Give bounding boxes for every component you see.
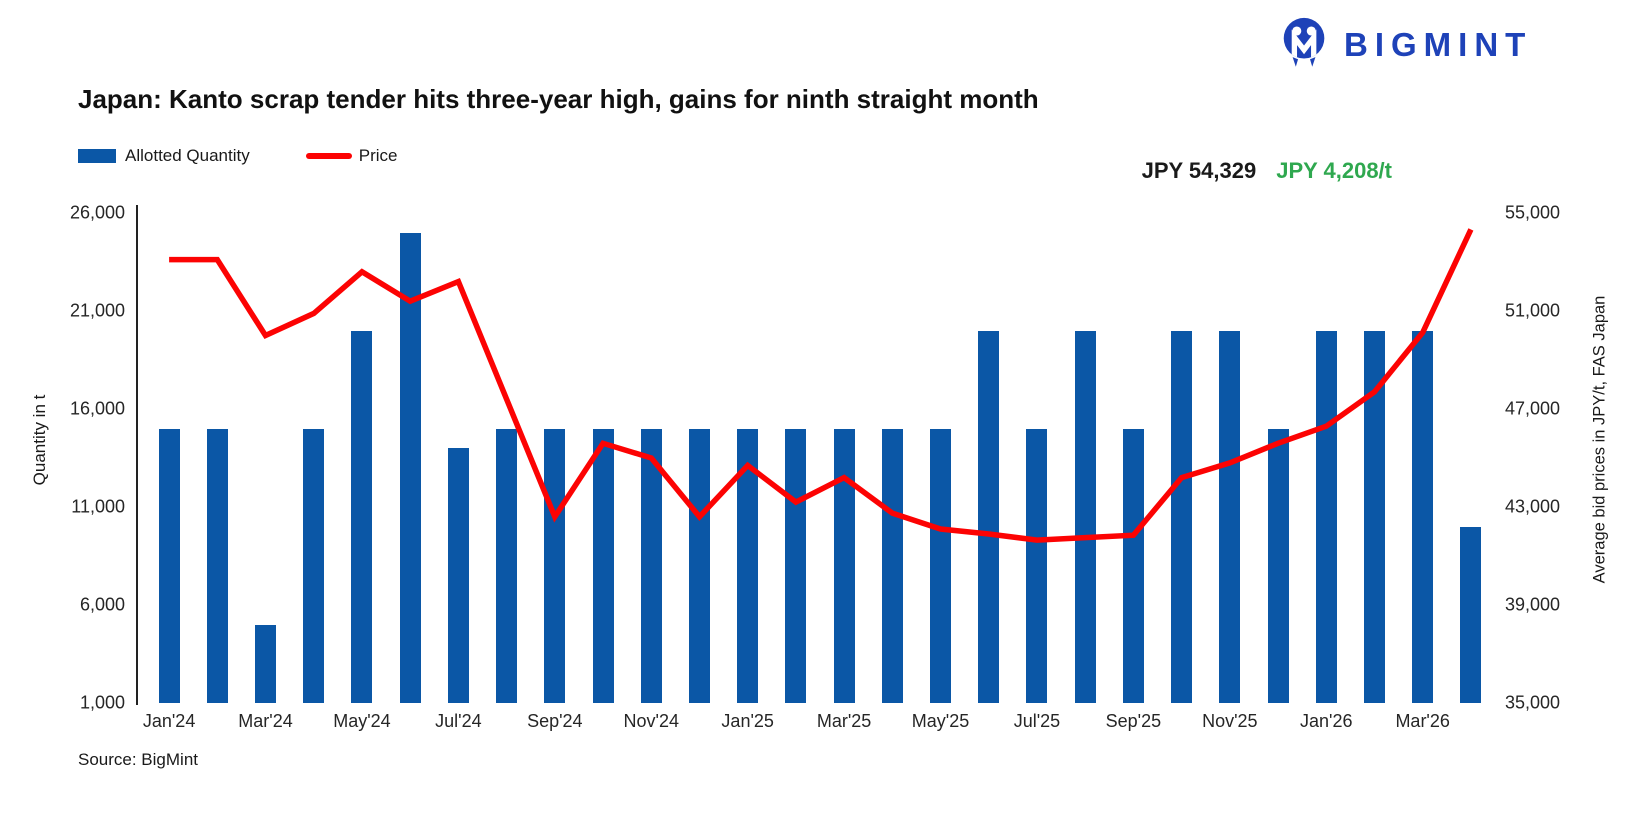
left-axis-title: Quantity in t	[30, 394, 49, 486]
legend-line-swatch	[305, 153, 352, 159]
quantity-bar	[1363, 330, 1385, 703]
left-axis-tick: 6,000	[79, 594, 125, 615]
right-axis-title: Average bid prices in JPY/t, FAS Japan	[1590, 295, 1609, 584]
quantity-bar	[1412, 330, 1434, 703]
x-axis-tick: Mar'26	[1395, 711, 1450, 731]
quantity-bar	[1026, 428, 1048, 703]
quantity-bar	[158, 428, 180, 703]
x-axis-tick: Jul'24	[435, 711, 482, 731]
quantity-bar	[303, 428, 325, 703]
quantity-bar	[881, 428, 903, 703]
quantity-bar	[640, 428, 662, 703]
x-axis-tick: Jan'25	[721, 711, 774, 731]
bigmint-logo-icon	[1278, 16, 1332, 74]
right-axis-tick: 55,000	[1505, 202, 1561, 223]
quantity-bar	[496, 428, 518, 703]
right-axis-tick: 47,000	[1505, 398, 1561, 419]
quantity-bar	[592, 428, 614, 703]
left-axis-tick: 11,000	[71, 496, 125, 517]
quantity-bar	[1122, 428, 1144, 703]
quantity-bar	[351, 330, 373, 703]
x-axis-tick: Nov'25	[1202, 711, 1258, 731]
x-axis-tick: Mar'24	[238, 711, 293, 731]
legend-bar-swatch	[78, 149, 116, 163]
quantity-bar	[447, 448, 469, 703]
left-axis-tick: 16,000	[69, 398, 125, 419]
quantity-bar	[1460, 526, 1482, 703]
quantity-bar	[978, 330, 1000, 703]
chart-title: Japan: Kanto scrap tender hits three-yea…	[78, 84, 1039, 114]
chart-legend: Allotted Quantity Price	[78, 146, 397, 166]
quantity-bar	[688, 428, 710, 703]
x-axis-tick: Jul'25	[1013, 711, 1061, 731]
latest-price-annotation: JPY 54,329	[1141, 158, 1257, 183]
legend-line-label: Price	[358, 146, 398, 165]
left-axis-tick: 1,000	[79, 692, 125, 713]
source-note: Source: BigMint	[78, 750, 198, 769]
x-axis-tick: Nov'24	[623, 711, 679, 731]
x-axis-tick: May'24	[333, 711, 391, 731]
x-axis-tick: Jan'26	[1300, 711, 1353, 731]
right-axis-tick: 35,000	[1505, 692, 1561, 713]
x-axis-tick: Sep'25	[1105, 711, 1162, 731]
left-axis-tick: 21,000	[69, 300, 125, 321]
monthly-gain-annotation: JPY 4,208/t	[1276, 158, 1392, 183]
x-axis-tick: Sep'24	[527, 711, 583, 731]
x-axis-tick: Jan'24	[142, 711, 196, 731]
quantity-bar	[1219, 330, 1241, 703]
right-axis-tick: 39,000	[1505, 594, 1561, 615]
right-axis-tick: 51,000	[1505, 300, 1561, 321]
right-axis-tick: 43,000	[1505, 496, 1561, 517]
x-axis-tick: Mar'25	[816, 711, 872, 731]
quantity-bar	[206, 428, 228, 703]
quantity-bar	[1267, 428, 1289, 703]
left-axis-tick: 26,000	[69, 202, 125, 223]
quantity-bar	[930, 428, 952, 703]
quantity-bar	[737, 428, 759, 703]
bigmint-logo-text: BIGMINT	[1344, 26, 1533, 63]
quantity-bar	[1074, 330, 1096, 703]
quantity-bar	[1171, 330, 1193, 703]
quantity-bar	[255, 624, 277, 703]
x-axis-tick: May'25	[911, 711, 970, 731]
quantity-bar	[833, 428, 855, 703]
price-annotations: JPY 54,329 JPY 4,208/t	[0, 158, 1392, 184]
quantity-bar	[399, 232, 421, 703]
bigmint-logo: BIGMINT	[1278, 16, 1532, 74]
left-axis-line	[136, 205, 138, 705]
legend-bar-label: Allotted Quantity	[125, 146, 250, 165]
